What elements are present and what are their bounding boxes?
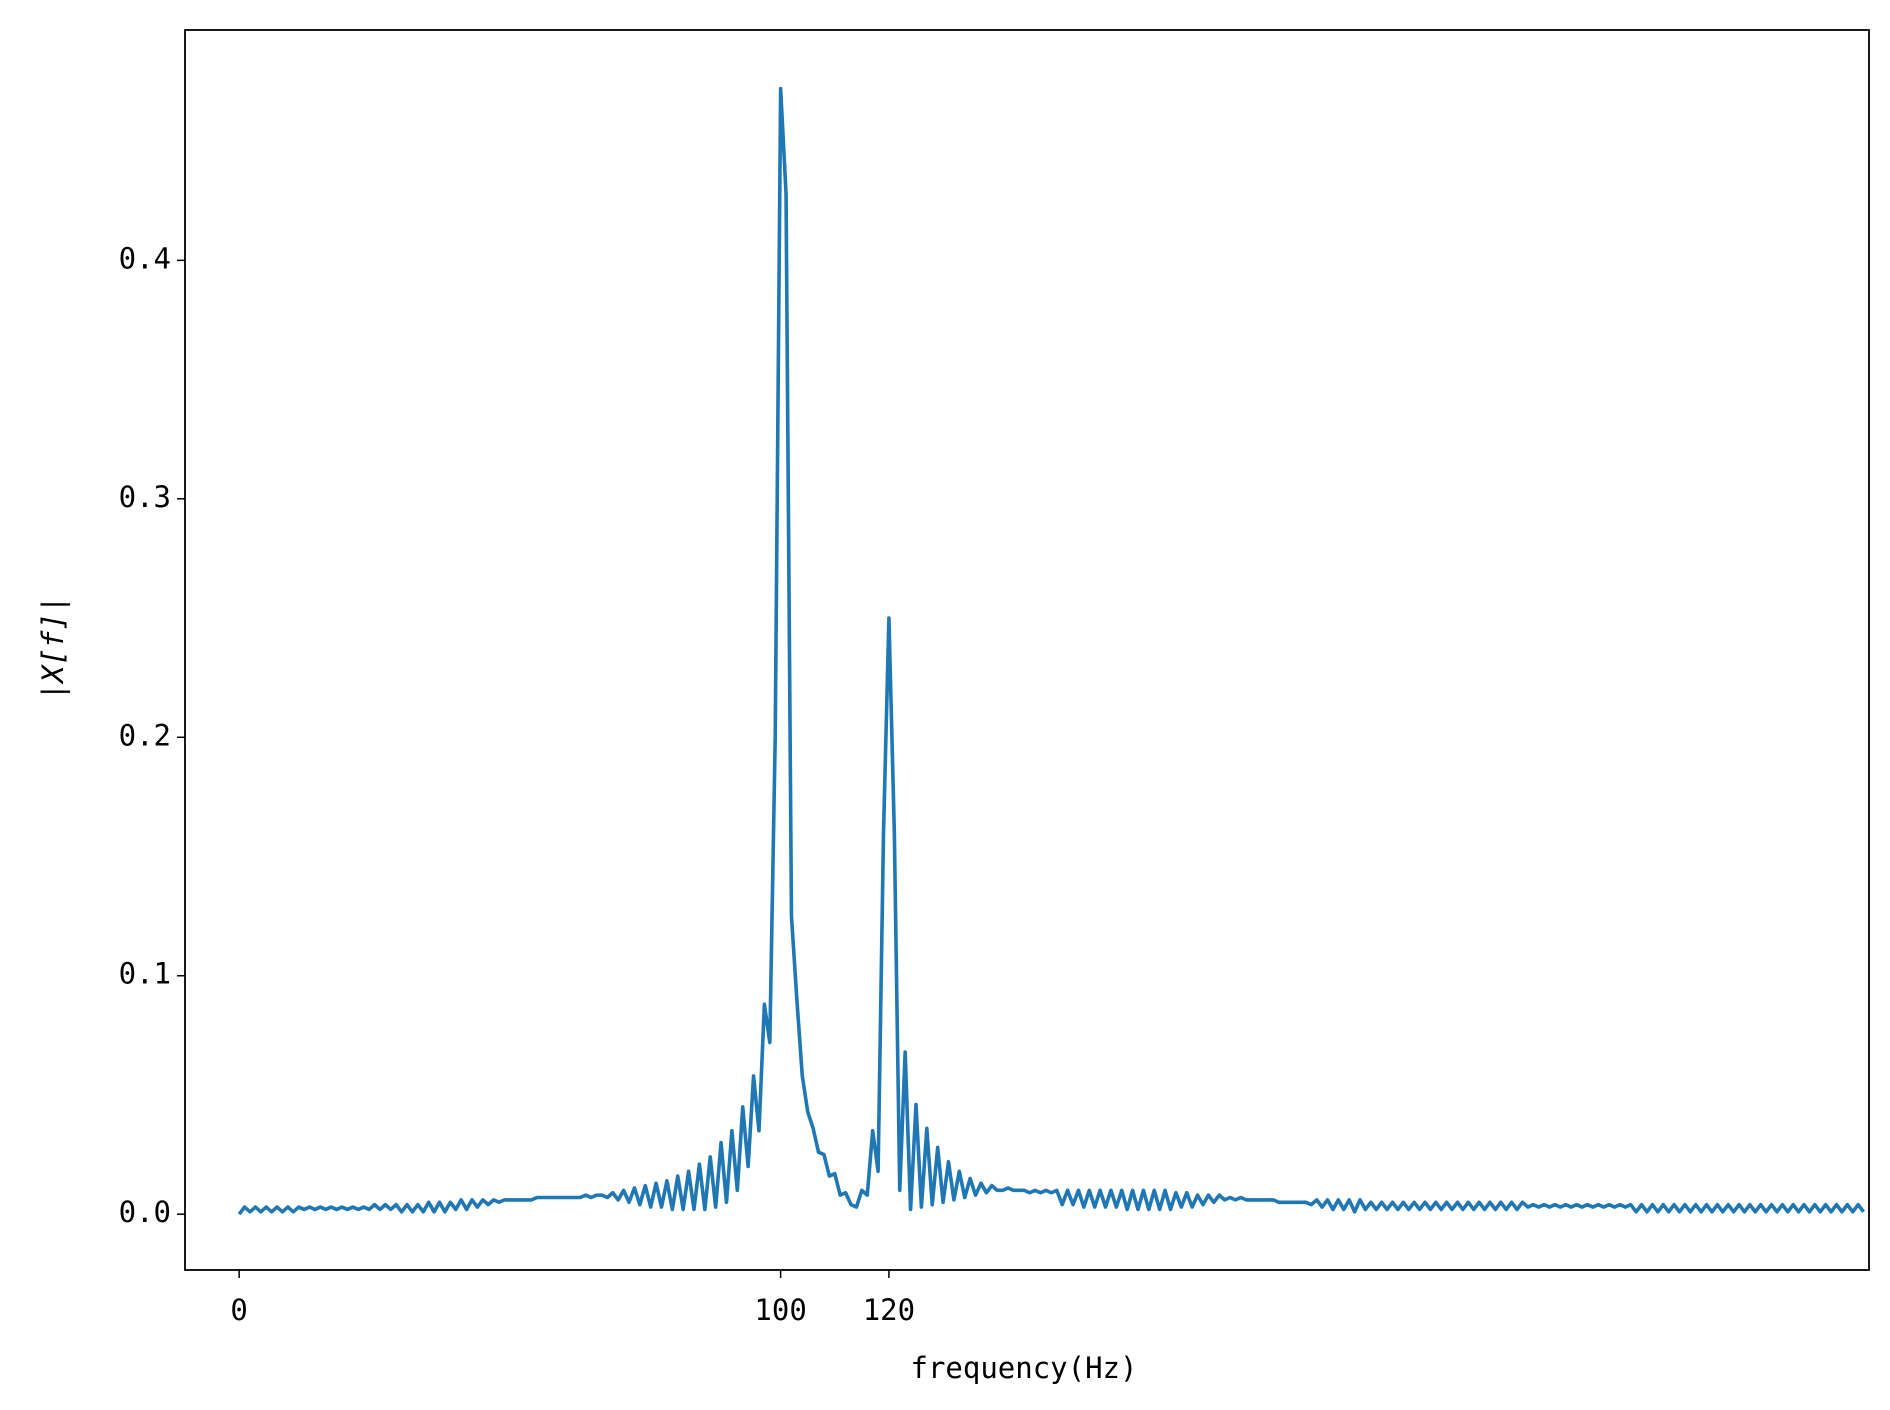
x-tick-label: 120 [863, 1293, 915, 1327]
x-axis-label: frequency(Hz) [911, 1351, 1138, 1385]
plot-frame [184, 29, 1870, 1271]
y-tick-label: 0.3 [119, 480, 171, 514]
x-tick-label: 100 [754, 1293, 806, 1327]
y-tick-label: 0.2 [119, 718, 171, 752]
x-tick-label: 0 [230, 1293, 247, 1327]
y-tick-label: 0.1 [119, 957, 171, 991]
y-axis-label: |X[f]| [36, 596, 70, 701]
y-tick-label: 0.4 [119, 241, 171, 275]
y-tick-label: 0.0 [119, 1195, 171, 1229]
data-line [237, 86, 1866, 1216]
